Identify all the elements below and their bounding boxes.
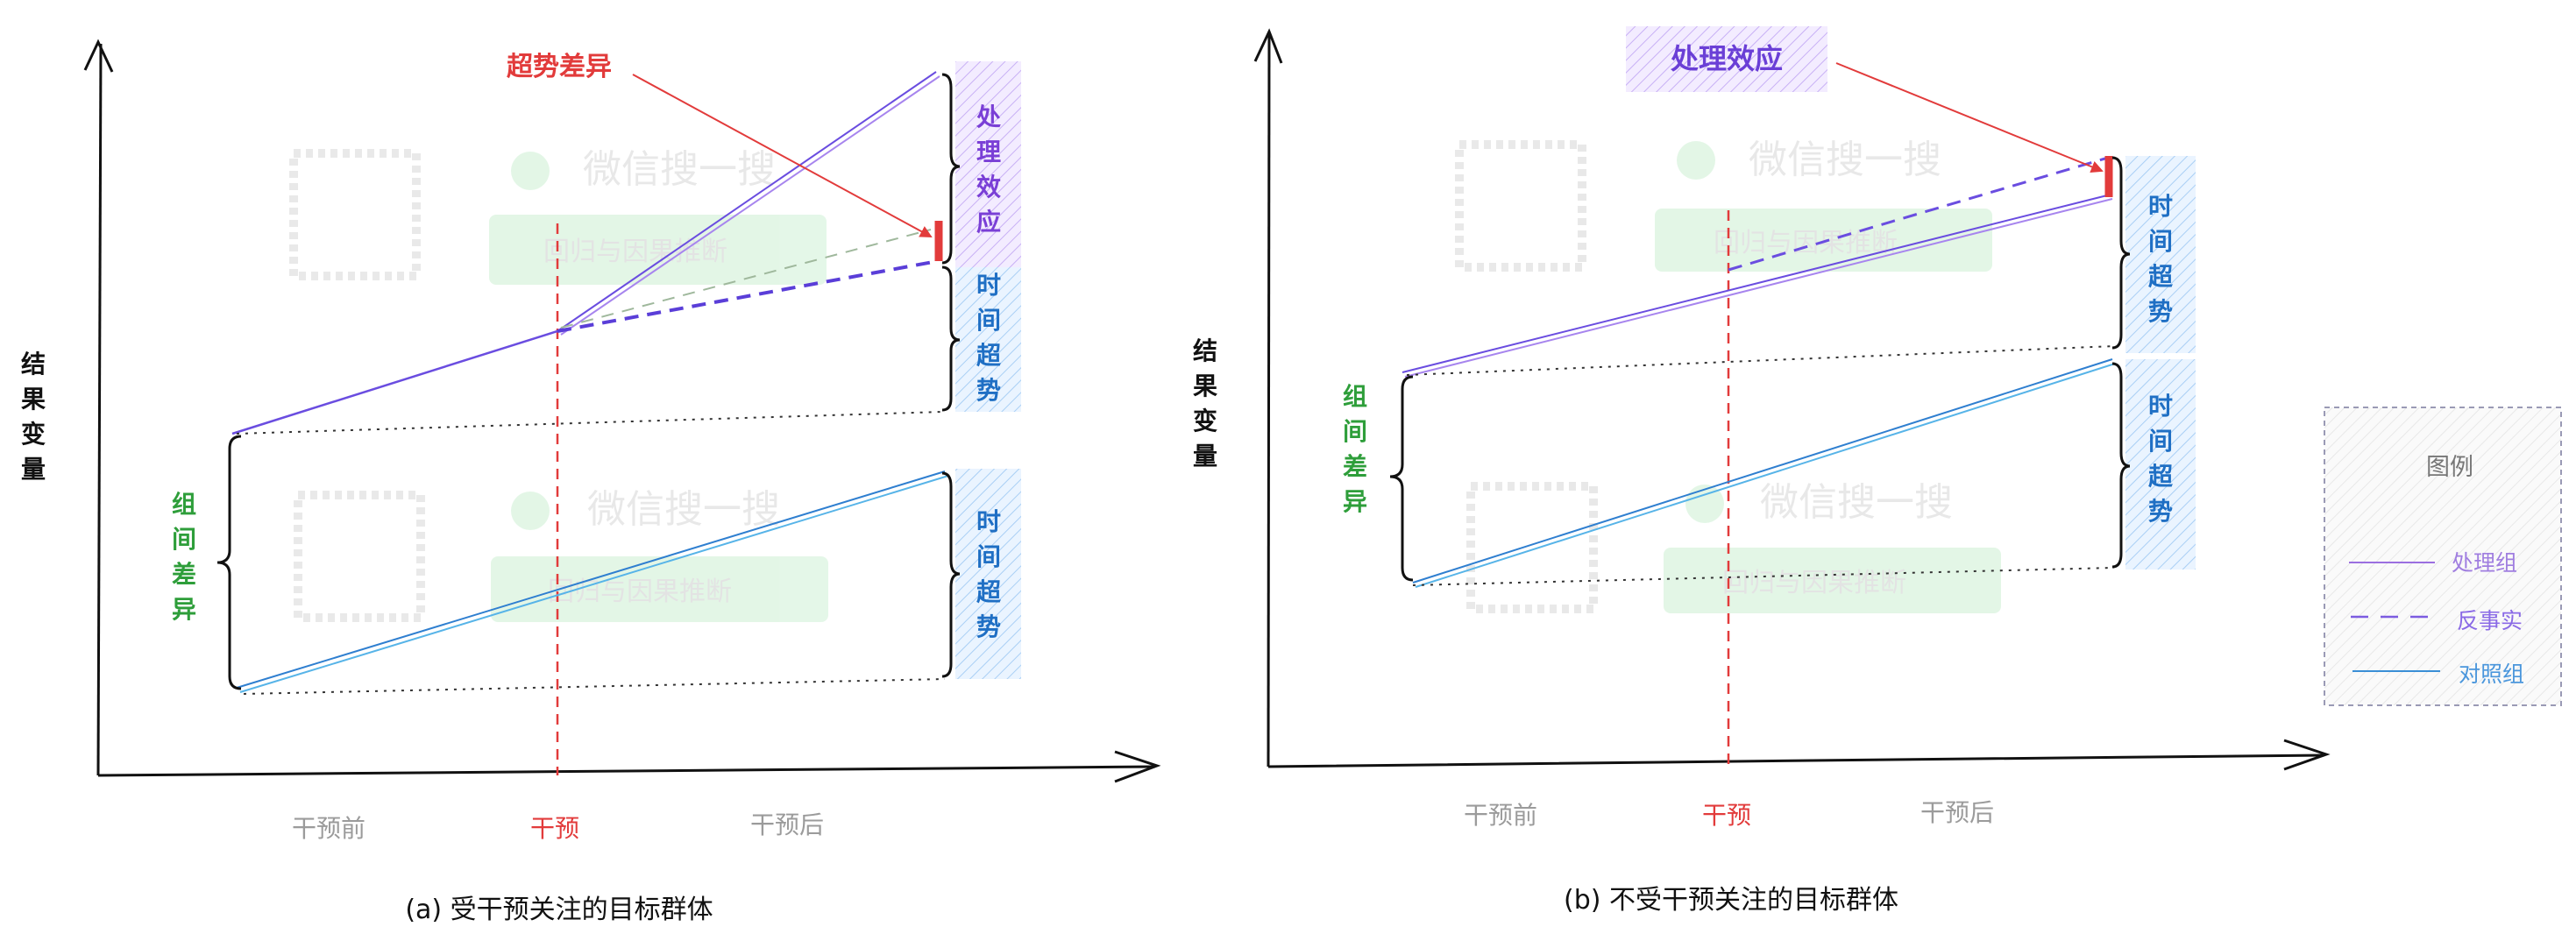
legend: 图例 处理组 反事实 对照组: [2324, 407, 2562, 706]
watermark-search-box: [1664, 548, 2001, 613]
label-treatment-effect: 处理效应: [1670, 42, 1783, 75]
watermark-search-box: [489, 215, 827, 285]
wechat-icon: [1677, 141, 1715, 180]
label-trend-diff: 超势差异: [507, 52, 612, 82]
watermark-brand: 微信搜一搜: [1749, 138, 1941, 182]
counterfactual-line: [557, 259, 939, 333]
legend-label-treatment: 处理组: [2452, 550, 2517, 576]
treatment-effect-arrow: [1835, 62, 2104, 173]
x-axis: [1267, 753, 2325, 768]
control-line: [236, 470, 946, 689]
watermark-search-box: [1655, 209, 1992, 272]
x-axis-arrow: [1114, 750, 1161, 783]
panel-a: [83, 39, 1161, 783]
legend-label-control: 对照组: [2459, 661, 2524, 687]
watermark-brand: 微信搜一搜: [587, 487, 780, 532]
qr-code-icon: [1466, 482, 1598, 613]
watermark-search-text: 回归与因果推断: [543, 237, 727, 267]
legend-box: [2324, 407, 2562, 706]
brace-group-diff: [216, 435, 242, 690]
trend-diff-arrow: [632, 74, 933, 237]
reference-dotted-lower: [1412, 567, 2115, 586]
x-tick-intervention: 干预: [530, 814, 579, 843]
qr-code-icon: [1455, 140, 1586, 272]
control-line-shadow: [239, 475, 949, 693]
brace-time-trend-lower: [941, 471, 961, 678]
x-tick-before: 干预前: [292, 814, 365, 843]
label-time-trend-upper: 时间超势: [2148, 192, 2174, 326]
treatment-line-shadow: [1404, 198, 2113, 378]
time-trend-upper-box: [2125, 156, 2196, 353]
caption-b: (b) 不受干预关注的目标群体: [1564, 885, 1898, 916]
wechat-icon: [1685, 485, 1724, 523]
caption-a: (a) 受干预关注的目标群体: [405, 895, 713, 925]
reference-dotted-lower: [243, 678, 946, 695]
brace-time-trend-upper: [2111, 156, 2131, 350]
label-time-trend-lower: 时间超势: [976, 507, 1002, 641]
x-tick-after: 干预后: [1920, 798, 1994, 827]
x-tick-intervention: 干预: [1702, 801, 1751, 830]
counterfactual-line: [1728, 156, 2109, 272]
time-trend-lower-box: [2125, 359, 2196, 570]
watermark-search-text: 回归与因果推断: [1722, 568, 1906, 598]
y-axis-arrow: [83, 39, 114, 73]
treatment-effect-label-box: [1626, 26, 1827, 92]
legend-title: 图例: [2426, 454, 2473, 481]
wechat-icon: [511, 152, 550, 190]
treatment-line: [1402, 194, 2111, 373]
control-line: [1412, 358, 2113, 584]
qr-code-icon: [289, 149, 421, 280]
x-axis: [97, 765, 1156, 777]
label-treatment-effect: 处理效应: [976, 103, 1001, 237]
label-time-trend-upper: 时间超势: [976, 271, 1002, 405]
brace-treatment-effect: [941, 73, 961, 265]
time-trend-upper-box: [955, 267, 1021, 412]
label-group-diff: 组间差异: [1343, 382, 1367, 516]
label-time-trend-lower: 时间超势: [2148, 392, 2174, 526]
watermark-group: 微信搜一搜 回归与因果推断 微信搜一搜 回归与因果推断 微信搜一搜 回归与因果推…: [289, 138, 2001, 622]
x-tick-before: 干预前: [1464, 801, 1537, 830]
treatment-line-pre: [231, 329, 558, 435]
x-axis-arrow: [2283, 739, 2331, 771]
label-group-diff: 组间差异: [172, 490, 196, 624]
y-axis-label: 结果变量: [1193, 336, 1217, 470]
wechat-icon: [511, 492, 550, 530]
treatment-line-post-shadow: [560, 75, 940, 336]
qr-code-icon: [294, 491, 425, 622]
parallel-trend-line: [560, 229, 932, 329]
brace-group-diff: [1389, 375, 1414, 582]
brace-time-trend-lower: [2111, 362, 2131, 569]
y-axis-label: 结果变量: [21, 350, 46, 484]
watermark-search-text: 回归与因果推断: [1714, 228, 1898, 258]
watermark-search-text: 回归与因果推断: [548, 577, 732, 607]
watermark-brand: 微信搜一搜: [583, 147, 776, 192]
watermark-search-box: [491, 556, 828, 622]
legend-label-counterfactual: 反事实: [2457, 608, 2523, 633]
treatment-line-post: [557, 71, 937, 332]
treatment-effect-box: [955, 61, 1021, 267]
watermark-brand: 微信搜一搜: [1760, 480, 1953, 525]
time-trend-lower-box: [955, 469, 1021, 679]
brace-time-trend-upper: [941, 265, 961, 412]
panel-b: [1253, 26, 2331, 771]
labels: 超势差异 结果变量 处理效应 时间超势 时间超势 组间差异 干预前 干预 干预后…: [21, 42, 2174, 925]
y-axis: [1267, 32, 1271, 768]
control-line-shadow: [1415, 363, 2116, 588]
x-tick-after: 干预后: [750, 810, 824, 839]
reference-dotted-upper: [236, 411, 943, 435]
y-axis-arrow: [1253, 28, 1283, 64]
y-axis: [96, 43, 103, 776]
